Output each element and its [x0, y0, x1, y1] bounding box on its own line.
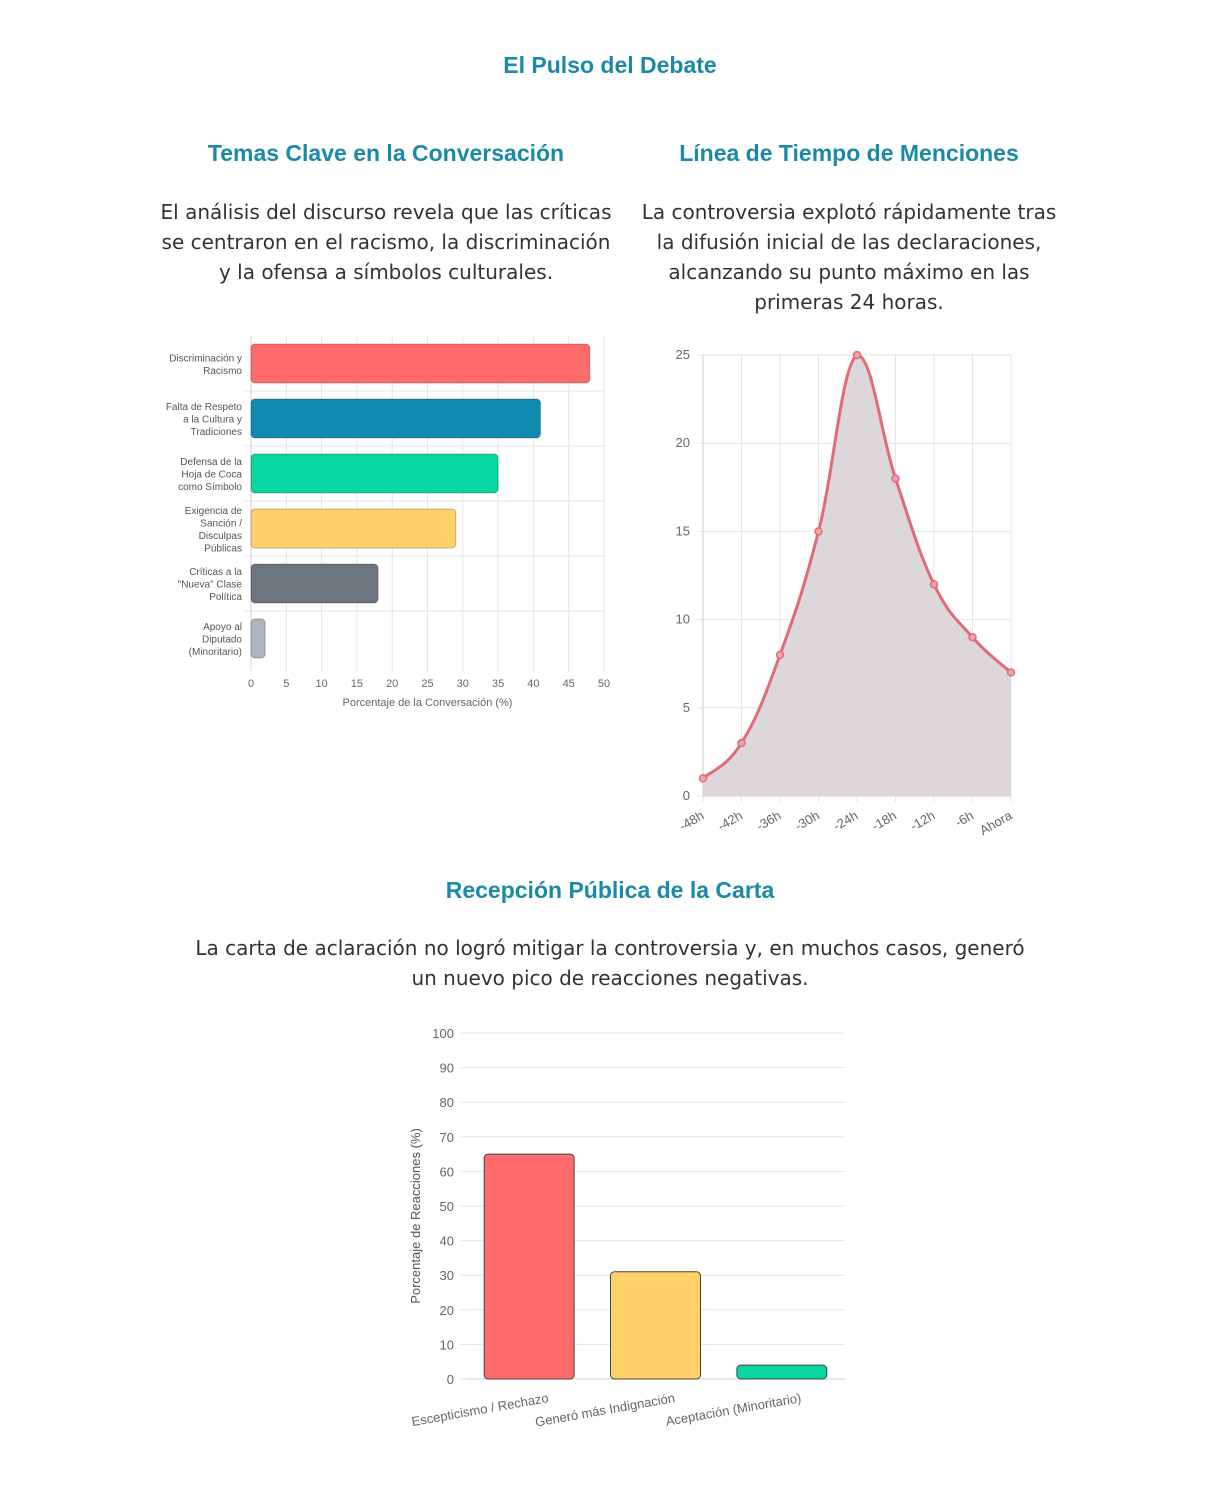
topics-bar: [250, 508, 457, 549]
topics-category-label: Falta de Respeto a la Cultura y Tradicione…: [166, 402, 243, 438]
timeline-y-tick-label: 0: [683, 788, 690, 803]
timeline-y-tick-label: 25: [676, 347, 690, 362]
topics-x-tick-label: 35: [492, 678, 504, 690]
topics-description: El análisis del discurso revela que las …: [160, 200, 612, 284]
reception-section-title: Recepción Pública de la Carta: [445, 877, 775, 903]
timeline-y-tick-label: 20: [676, 435, 690, 450]
topics-category-label: Críticas a la "Nueva" Clase Política: [178, 567, 243, 603]
topics-section-title: Temas Clave en la Conversación: [207, 140, 565, 166]
timeline-data-point: [814, 527, 823, 536]
timeline-x-tick-label: -24h: [830, 808, 860, 834]
page-title: El Pulso del Debate: [503, 52, 717, 78]
timeline-data-point: [968, 632, 977, 642]
topics-x-tick-label: 25: [421, 678, 433, 690]
timeline-area-fill: [703, 355, 1011, 796]
topics-x-tick-label: 0: [248, 678, 254, 690]
topics-bar: [250, 563, 379, 604]
topics-category-label: Defensa de la Hoja de Coca como Símbolo: [178, 457, 242, 493]
reception-y-tick-label: 30: [440, 1268, 454, 1283]
topics-x-tick-label: 5: [283, 678, 289, 690]
timeline-x-tick-label: -12h: [907, 808, 937, 834]
timeline-x-tick-label: -42h: [715, 808, 745, 834]
topics-bar: [250, 343, 591, 384]
topics-x-tick-label: 15: [351, 678, 363, 690]
reception-y-tick-label: 100: [432, 1026, 454, 1041]
reception-y-tick-label: 90: [440, 1061, 454, 1076]
timeline-x-tick-label: -18h: [869, 808, 899, 834]
timeline-y-tick-label: 10: [676, 612, 690, 627]
topics-x-tick-label: 10: [315, 678, 327, 690]
timeline-x-tick-label: -36h: [753, 808, 783, 834]
timeline-data-point: [1006, 668, 1016, 677]
timeline-y-tick-label: 15: [676, 523, 690, 538]
reception-y-axis-title: Porcentaje de Reacciones (%): [408, 1128, 423, 1304]
reception-bar: [736, 1364, 828, 1380]
topics-x-tick-label: 45: [563, 678, 575, 690]
reception-y-tick-label: 50: [440, 1199, 454, 1214]
topics-x-axis-title: Porcentaje de la Conversación (%): [343, 697, 513, 709]
reception-x-tick-label: Generó más Indignación: [534, 1390, 676, 1429]
timeline-data-point: [775, 650, 785, 660]
topics-x-tick-label: 50: [598, 678, 610, 690]
reception-y-tick-label: 60: [440, 1164, 454, 1179]
topics-category-label: Discriminación y Racismo: [169, 353, 242, 377]
timeline-data-point: [852, 350, 862, 360]
topics-x-tick-label: 40: [527, 678, 539, 690]
timeline-description: La controversia explotó rápidamente tras…: [641, 200, 1057, 314]
topics-bar: [250, 618, 266, 659]
reception-bar: [483, 1153, 575, 1380]
topics-x-tick-label: 30: [457, 678, 469, 690]
reception-y-tick-label: 10: [440, 1337, 454, 1352]
reception-y-tick-label: 20: [440, 1303, 454, 1318]
timeline-series-line: [701, 353, 1013, 780]
timeline-x-tick-label: Ahora: [977, 807, 1015, 838]
reception-y-tick-label: 40: [440, 1234, 454, 1249]
reception-y-tick-label: 80: [440, 1095, 454, 1110]
timeline-section-title: Línea de Tiempo de Menciones: [679, 140, 1019, 166]
reception-x-tick-label: Aceptación (Minoritario): [665, 1390, 803, 1429]
reception-x-tick-label: Escepticismo / Rechazo: [410, 1390, 549, 1429]
timeline-data-point: [737, 738, 746, 748]
timeline-x-tick-label: -30h: [792, 808, 822, 834]
topics-x-tick-label: 20: [386, 678, 398, 690]
topics-category-label: Exigencia de Sanción / Disculpas Públicas: [185, 506, 243, 555]
timeline-x-tick-label: -6h: [952, 808, 976, 830]
topics-bar-chart: 0 5 10 15 20 25 30 35 40 45 50 Discriminación y Raci…: [166, 336, 610, 709]
reception-bar-chart: 0 10 20 30 40 50 60 70 80 90 100 Escepticismo / Rec…: [408, 1026, 845, 1430]
timeline-y-tick-label: 5: [683, 700, 690, 715]
timeline-data-point: [698, 774, 708, 783]
topics-category-label: Apoyo al Diputado (Minoritario): [189, 622, 243, 658]
topics-bar: [250, 398, 541, 439]
timeline-x-tick-label: -48h: [676, 808, 706, 834]
reception-bar: [610, 1271, 701, 1380]
reception-y-tick-label: 70: [440, 1130, 454, 1145]
timeline-data-point: [891, 474, 900, 483]
topics-bar: [250, 453, 499, 494]
timeline-area-chart: 0 5 10 15 20 25 -48h -42h -36h -30h -24h -18h -12h -6…: [676, 347, 1016, 838]
timeline-data-point: [929, 580, 939, 589]
reception-description: La carta de aclaración no logró mitigar …: [195, 936, 1025, 990]
reception-y-tick-label: 0: [447, 1372, 454, 1387]
